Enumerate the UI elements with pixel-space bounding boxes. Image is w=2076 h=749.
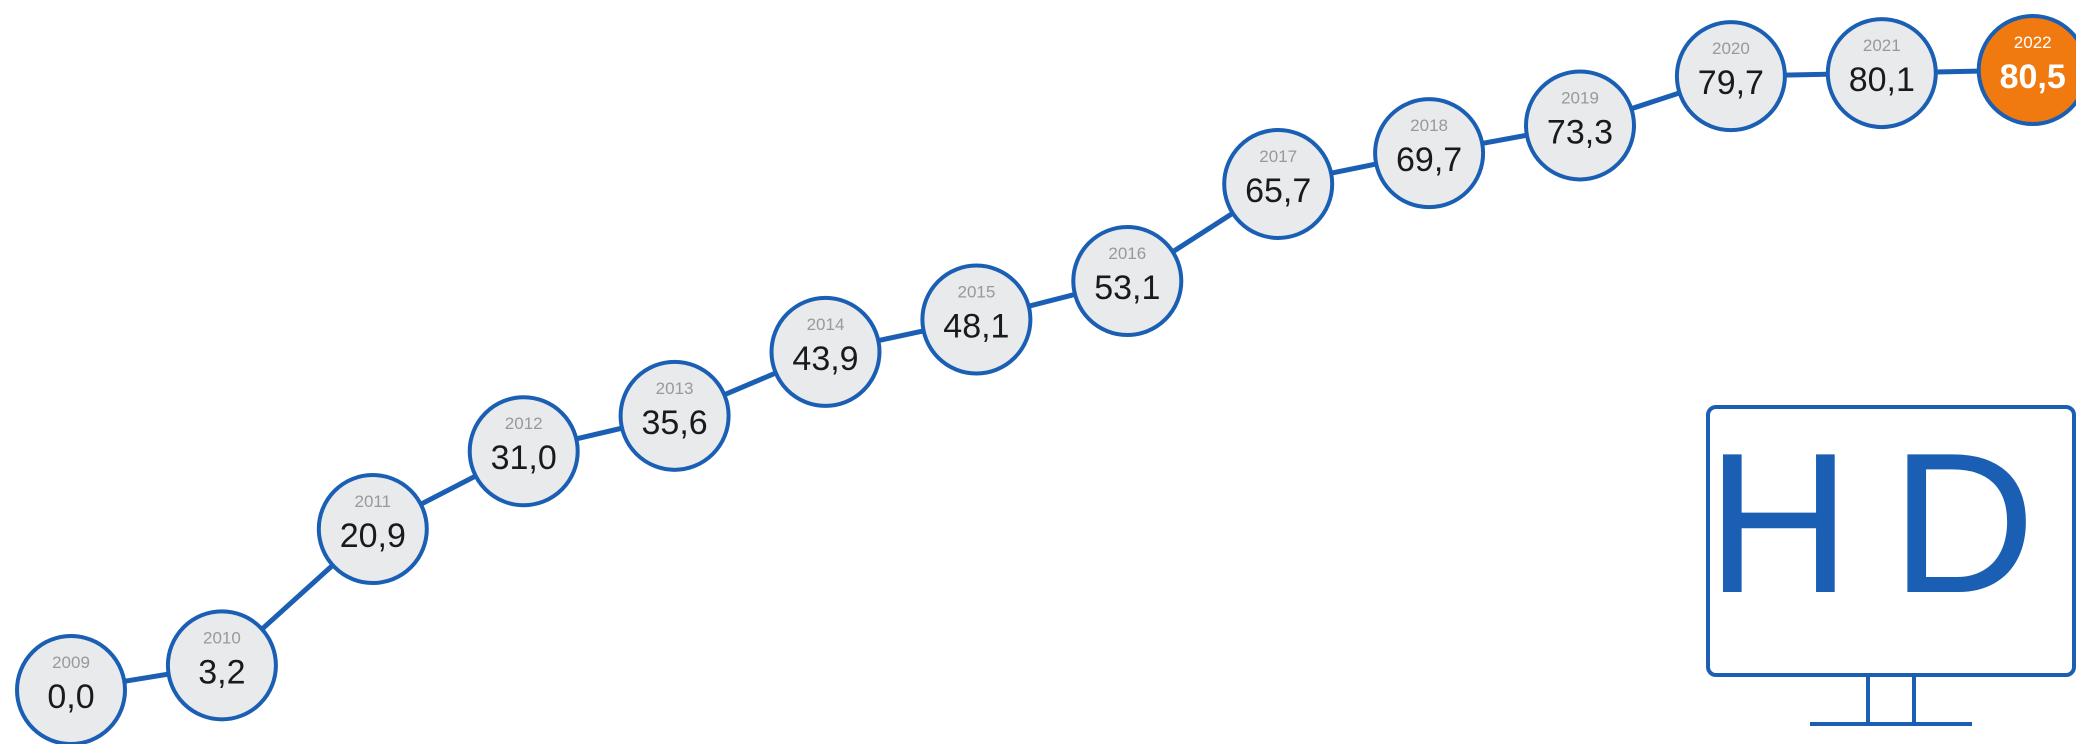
data-point: 2009 0,0: [15, 634, 127, 746]
tick-label: 2018: [1410, 116, 1448, 135]
data-label: 3,2: [198, 653, 245, 691]
data-point: 2021 80,1: [1825, 17, 1938, 130]
tick-label: 2014: [807, 315, 845, 334]
tick-label: 2020: [1712, 39, 1750, 58]
data-point: 2010 3,2: [165, 609, 278, 722]
tick-label: 2012: [505, 414, 543, 433]
data-point-marker: [769, 295, 882, 408]
data-point-marker: [1825, 17, 1938, 130]
data-point-marker: [920, 263, 1033, 376]
hd-monitor-label: HD: [1707, 412, 2076, 635]
data-point-marker: [618, 359, 731, 472]
tick-label: 2010: [203, 628, 241, 647]
data-point: 2017 65,7: [1222, 127, 1335, 240]
data-point: 2018 69,7: [1373, 97, 1486, 210]
data-label: 79,7: [1698, 64, 1764, 102]
data-label: 20,9: [340, 517, 406, 555]
data-point: 2012 31,0: [467, 395, 580, 508]
data-point-marker: [1222, 127, 1335, 240]
data-label: 35,6: [642, 404, 708, 442]
data-point-marker: [1524, 69, 1636, 182]
tick-label: 2011: [355, 492, 392, 511]
data-point: 2019 73,3: [1524, 69, 1636, 182]
data-label: 80,5: [2000, 58, 2066, 96]
tick-label: 2022: [2014, 33, 2052, 52]
data-label: 53,1: [1094, 269, 1160, 307]
data-label: 69,7: [1396, 141, 1462, 179]
data-point: 2011 20,9: [316, 473, 429, 586]
data-point: 2016 53,1: [1071, 225, 1184, 338]
tick-label: 2017: [1259, 147, 1297, 166]
tick-label: 2009: [52, 653, 90, 672]
data-point: 2015 48,1: [920, 263, 1033, 376]
tick-label: 2013: [656, 379, 694, 398]
data-label: 43,9: [792, 340, 858, 378]
tick-label: 2015: [957, 283, 995, 302]
data-label: 73,3: [1547, 113, 1613, 151]
data-point: 2020 79,7: [1674, 20, 1787, 133]
data-point: 2013 35,6: [618, 359, 731, 472]
hd-monitor-icon: HD: [1706, 405, 2076, 726]
tick-label: 2016: [1108, 244, 1146, 263]
data-label: 0,0: [47, 678, 94, 716]
data-point: 2022 80,5: [1976, 14, 2076, 126]
tick-label: 2019: [1561, 88, 1599, 107]
data-point: 2014 43,9: [769, 295, 882, 408]
data-label: 31,0: [491, 439, 557, 477]
data-point-marker: [467, 395, 580, 508]
data-points-layer: 20090,020103,2201120,9201231,0201335,620…: [15, 14, 2076, 746]
data-label: 80,1: [1849, 61, 1915, 99]
data-point-marker: [1071, 225, 1184, 338]
tick-label: 2021: [1863, 36, 1901, 55]
data-point-marker: [316, 473, 429, 586]
data-point-marker: [1373, 97, 1486, 210]
data-label: 65,7: [1245, 172, 1311, 210]
data-label: 48,1: [943, 308, 1009, 346]
data-point-marker: [165, 609, 278, 722]
data-point-marker: [1674, 20, 1787, 133]
data-point-marker: [1976, 14, 2076, 126]
